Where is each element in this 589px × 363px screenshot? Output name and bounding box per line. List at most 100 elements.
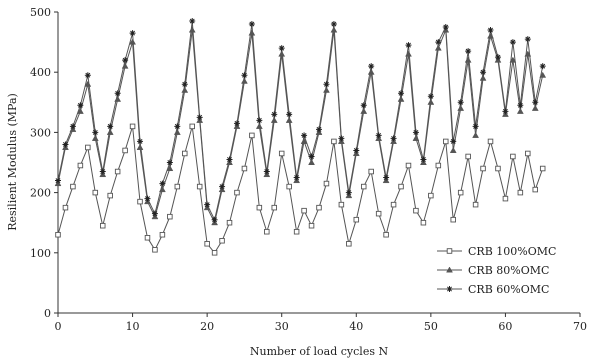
data-point-crb-100 — [122, 147, 128, 154]
data-point-crb-100 — [301, 207, 307, 214]
data-point-crb-80 — [136, 143, 144, 150]
series-crb-80 — [54, 26, 547, 226]
data-point-crb-60 — [517, 102, 524, 109]
data-point-crb-60 — [84, 72, 91, 79]
data-point-crb-60 — [323, 81, 330, 88]
data-point-crb-100 — [129, 123, 136, 130]
data-point-crb-100 — [92, 189, 99, 196]
y-tick-label: 300 — [30, 126, 51, 139]
data-point-crb-60 — [457, 99, 464, 106]
x-tick-label: 70 — [573, 320, 587, 333]
data-point-crb-100 — [152, 247, 158, 253]
data-point-crb-80 — [531, 104, 539, 111]
data-point-crb-100 — [219, 238, 225, 244]
data-point-crb-60 — [360, 102, 367, 109]
data-point-crb-60 — [107, 123, 114, 130]
data-point-crb-80 — [181, 86, 189, 93]
legend-entry-crb-60: CRB 60%OMC — [437, 283, 549, 296]
x-tick-label: 60 — [498, 320, 512, 333]
data-point-crb-100 — [346, 241, 352, 247]
data-point-crb-100 — [360, 183, 367, 190]
data-point-crb-100 — [85, 144, 91, 151]
data-point-crb-100 — [532, 186, 539, 193]
data-point-crb-80 — [360, 107, 368, 114]
data-point-crb-100 — [502, 195, 509, 202]
data-point-crb-60 — [487, 27, 494, 34]
data-point-crb-60 — [137, 138, 144, 145]
data-point-crb-100 — [413, 207, 419, 214]
data-point-crb-100 — [495, 165, 501, 172]
data-point-crb-80 — [464, 56, 472, 63]
x-tick-label: 40 — [349, 320, 363, 333]
legend-entry-crb-100: CRB 100%OMC — [437, 245, 556, 258]
data-point-crb-60 — [494, 54, 501, 61]
legend-marker-crb-60 — [446, 286, 453, 292]
data-point-crb-100 — [293, 228, 300, 235]
data-point-crb-60 — [465, 48, 472, 55]
data-point-crb-60 — [509, 39, 516, 46]
data-point-crb-60 — [353, 147, 360, 154]
data-point-crb-60 — [233, 120, 240, 127]
data-point-crb-100 — [331, 138, 337, 145]
x-tick-label: 0 — [55, 320, 62, 333]
data-point-crb-60 — [286, 111, 293, 118]
data-point-crb-100 — [480, 165, 486, 172]
data-point-crb-80 — [91, 134, 99, 141]
data-point-crb-100 — [189, 123, 195, 130]
legend-marker-point-crb-60 — [446, 286, 453, 292]
data-point-crb-100 — [167, 213, 173, 220]
data-point-crb-60 — [271, 111, 278, 118]
data-point-crb-60 — [151, 210, 158, 217]
data-point-crb-80 — [457, 104, 465, 111]
data-point-crb-60 — [92, 129, 99, 136]
data-point-crb-100 — [398, 183, 404, 190]
legend: CRB 100%OMC CRB 80%OMC CRB 60%OMC — [437, 245, 556, 296]
data-point-crb-100 — [55, 231, 61, 238]
data-point-crb-80 — [255, 122, 263, 129]
data-point-crb-60 — [278, 45, 285, 52]
x-tick-label: 20 — [200, 320, 214, 333]
data-point-crb-100 — [465, 153, 471, 160]
data-point-crb-60 — [316, 126, 322, 133]
data-point-crb-100 — [77, 162, 84, 169]
data-point-crb-100 — [539, 165, 546, 172]
data-point-crb-60 — [308, 153, 315, 160]
y-tick-label: 200 — [30, 187, 51, 200]
data-point-crb-60 — [539, 63, 546, 70]
data-point-crb-100 — [204, 241, 210, 247]
data-point-crb-80 — [449, 146, 457, 153]
data-point-crb-100 — [159, 231, 166, 238]
data-point-crb-60 — [241, 72, 248, 79]
data-point-crb-100 — [278, 150, 285, 157]
data-point-crb-60 — [69, 123, 76, 130]
data-point-crb-100 — [114, 168, 121, 175]
x-axis-title: Number of load cycles N — [250, 345, 389, 358]
data-point-crb-60 — [375, 132, 382, 139]
data-point-crb-60 — [472, 123, 479, 130]
data-point-crb-60 — [368, 63, 375, 70]
series-layer — [54, 18, 547, 256]
data-point-crb-100 — [137, 198, 143, 205]
data-point-crb-100 — [323, 180, 330, 187]
data-point-crb-60 — [390, 135, 397, 142]
data-point-crb-60 — [211, 216, 218, 223]
data-point-crb-100 — [70, 183, 76, 190]
data-point-crb-60 — [174, 123, 181, 130]
y-tick-label: 100 — [30, 247, 51, 260]
data-point-crb-100 — [99, 222, 106, 229]
data-point-crb-100 — [308, 222, 315, 229]
data-point-crb-60 — [166, 159, 173, 166]
series-line-crb-60 — [57, 20, 544, 222]
data-point-crb-80 — [472, 131, 480, 138]
data-point-crb-60 — [450, 138, 457, 145]
data-point-crb-100 — [435, 162, 442, 169]
legend-marker-crb-100 — [446, 248, 453, 254]
x-ticks: 0 10 20 30 40 50 60 70 — [55, 313, 587, 333]
legend-marker-point-crb-80 — [446, 266, 453, 273]
data-point-crb-60 — [532, 99, 539, 106]
data-point-crb-100 — [353, 216, 360, 223]
data-point-crb-100 — [443, 138, 449, 145]
data-point-crb-100 — [472, 201, 479, 208]
series-crb-60 — [55, 18, 546, 223]
